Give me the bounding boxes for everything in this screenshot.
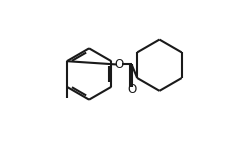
Text: O: O	[127, 83, 136, 96]
Text: O: O	[114, 58, 124, 71]
